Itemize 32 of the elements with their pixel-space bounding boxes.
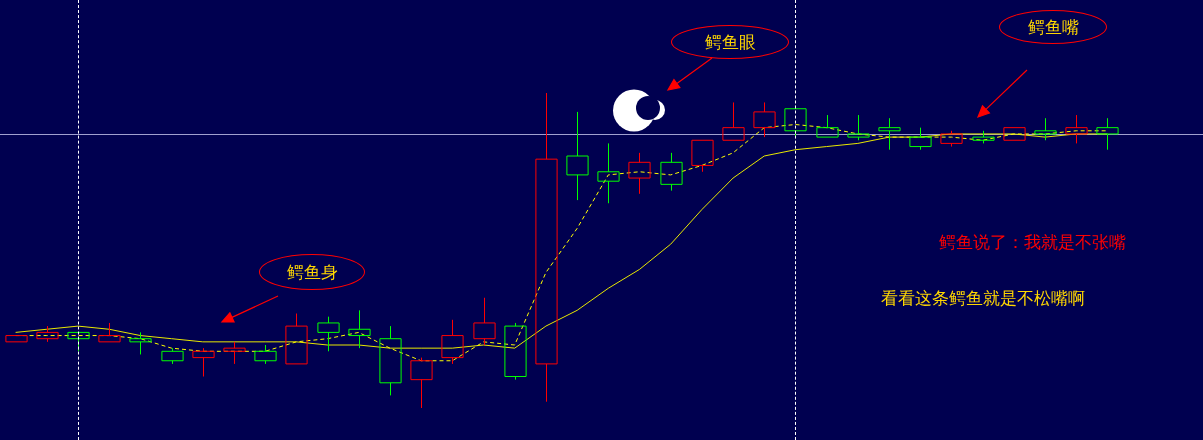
candlestick xyxy=(410,357,433,409)
annotation: 鳄鱼身 xyxy=(286,260,338,284)
text: 鳄鱼眼 xyxy=(704,30,756,54)
candlestick xyxy=(254,344,277,365)
candlestick xyxy=(628,152,651,195)
candlestick xyxy=(1096,117,1119,151)
candlestick xyxy=(847,114,870,141)
candlestick xyxy=(722,101,745,141)
text: 鳄鱼嘴 xyxy=(1027,15,1079,39)
candlestick xyxy=(348,309,371,349)
candlestick xyxy=(753,101,776,138)
candlestick xyxy=(473,297,496,346)
candlestick xyxy=(597,142,620,204)
annotation: 鳄鱼说了：我就是不张嘴 xyxy=(938,230,1126,254)
candlestick xyxy=(317,316,340,352)
candlestick xyxy=(566,111,589,201)
candlestick xyxy=(129,331,152,355)
annotation: 看看这条鳄鱼就是不松嘴啊 xyxy=(881,286,1085,310)
candlestick xyxy=(878,117,901,151)
candlestick xyxy=(192,347,215,377)
candlestick xyxy=(660,152,683,192)
candlestick xyxy=(535,92,558,403)
candlestick xyxy=(379,325,402,396)
candlestick xyxy=(1034,117,1057,141)
candlestick xyxy=(441,319,464,365)
candlestick xyxy=(816,114,839,138)
candlestick xyxy=(223,341,246,365)
candlestick xyxy=(691,139,714,173)
candlestick xyxy=(1065,114,1088,144)
candlestick xyxy=(36,325,59,343)
candlestick xyxy=(161,347,184,365)
candlestick xyxy=(98,322,121,343)
